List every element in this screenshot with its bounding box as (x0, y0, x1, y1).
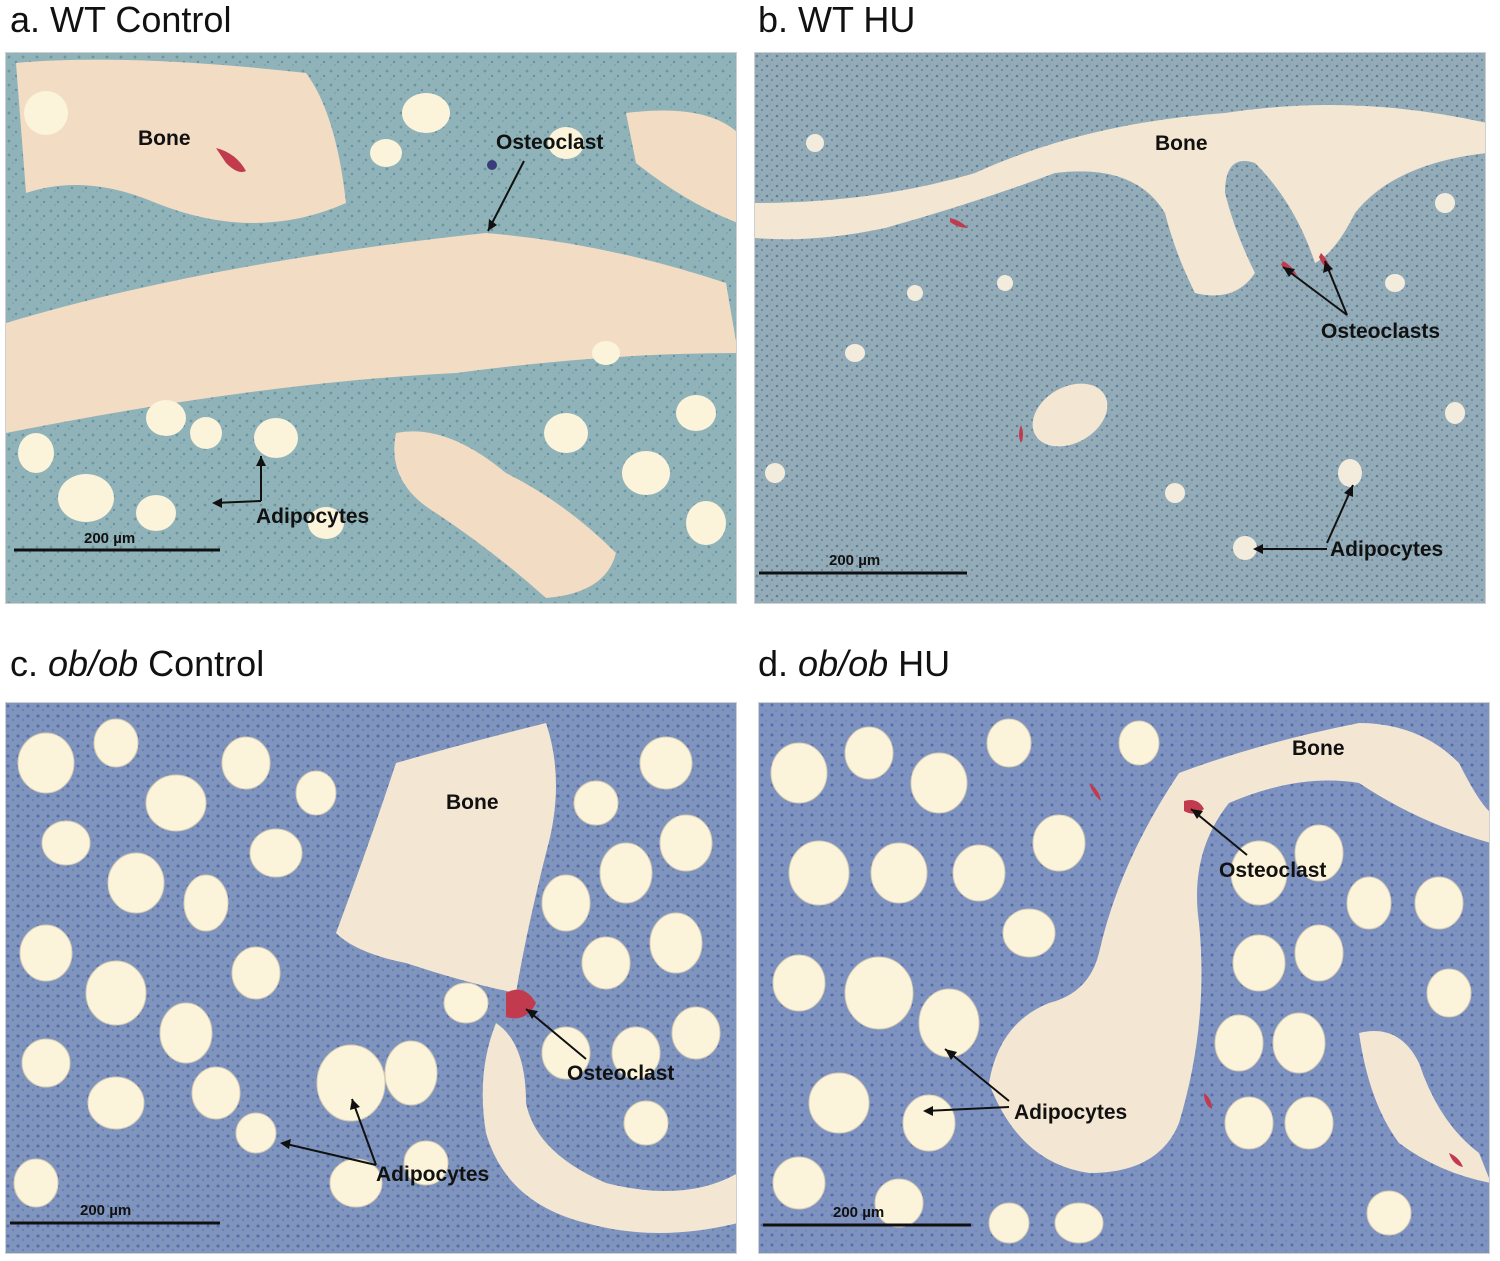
adipocytes-arrow (924, 1106, 1010, 1112)
panel-c-genotype: ob/ob (48, 643, 139, 684)
osteoclast-label: Osteoclast (567, 1062, 674, 1085)
scale-bar-label: 200 µm (80, 1202, 131, 1219)
panel-b-letter: b. (758, 0, 789, 40)
osteoclast-arrow (525, 1008, 587, 1060)
panel-c-letter: c. (10, 643, 39, 684)
panel-d-micrograph: Bone Osteoclast Adipocytes 200 µm (758, 702, 1490, 1254)
panel-b-image: Bone Osteoclasts Adipocytes 200 µm (755, 53, 1485, 603)
bone-tissue (336, 723, 556, 993)
panel-c-title: c. ob/ob Control (10, 646, 264, 682)
bone-tissue (394, 431, 616, 598)
adipocyte-cluster (13, 718, 721, 1208)
bone-tissue (1032, 383, 1108, 447)
osteoclast-arrow (487, 160, 525, 232)
panel-d-image: Bone Osteoclast Adipocytes 200 µm (759, 703, 1489, 1253)
bone-label: Bone (446, 791, 499, 814)
panel-d-genotype: ob/ob (798, 643, 889, 684)
bone-tissue (1359, 1031, 1489, 1183)
panel-d-condition: HU (898, 643, 951, 684)
bone-label: Bone (1155, 132, 1208, 155)
scale-bar-label: 200 µm (829, 552, 880, 569)
adipocyte-cluster (770, 718, 1472, 1244)
adipocyte-cluster (18, 91, 726, 545)
adipocytes-label: Adipocytes (376, 1163, 489, 1186)
osteoclast-label: Osteoclast (496, 131, 603, 154)
bone-label: Bone (1292, 737, 1345, 760)
panel-a-condition: Control (115, 0, 232, 40)
adipocytes-label: Adipocytes (256, 505, 369, 528)
panel-a-letter: a. (10, 0, 41, 40)
panel-b-genotype: WT (798, 0, 854, 40)
adipocytes-label: Adipocytes (1014, 1101, 1127, 1124)
adipocytes-arrow (281, 1142, 377, 1166)
panel-c-micrograph: Bone Osteoclast Adipocytes 200 µm (5, 702, 737, 1254)
panel-a-micrograph: Bone Osteoclast Adipocytes 200 µm (5, 52, 737, 604)
bone-tissue (482, 1023, 736, 1233)
scale-bar-label: 200 µm (833, 1204, 884, 1221)
bone-label: Bone (138, 127, 191, 150)
panel-b-micrograph: Bone Osteoclasts Adipocytes 200 µm (754, 52, 1486, 604)
panel-d-title: d. ob/ob HU (758, 646, 950, 682)
panel-a-title: a. WT Control (10, 2, 231, 38)
osteoclast-stain (1089, 783, 1463, 1167)
bone-tissue (16, 59, 346, 223)
adipocytes-label: Adipocytes (1330, 538, 1443, 561)
panel-c-image: Bone Osteoclast Adipocytes 200 µm (6, 703, 736, 1253)
bone-tissue (6, 233, 736, 433)
panel-a-image: Bone Osteoclast Adipocytes 200 µm (6, 53, 736, 603)
panel-c-condition: Control (148, 643, 265, 684)
panel-b-condition: HU (863, 0, 916, 40)
panel-d-letter: d. (758, 643, 789, 684)
adipocyte-cluster (765, 134, 1465, 560)
bone-tissue (989, 723, 1489, 1173)
osteoclast-stain (216, 148, 246, 172)
osteoclast-arrow (1190, 808, 1248, 856)
osteoclast-label: Osteoclast (1219, 859, 1326, 882)
panel-b-title: b. WT HU (758, 2, 915, 38)
osteoclasts-label: Osteoclasts (1321, 320, 1440, 343)
scale-bar-label: 200 µm (84, 530, 135, 547)
bone-tissue (755, 105, 1485, 296)
panel-a-genotype: WT (50, 0, 106, 40)
osteoclast-arrow (1282, 266, 1348, 316)
